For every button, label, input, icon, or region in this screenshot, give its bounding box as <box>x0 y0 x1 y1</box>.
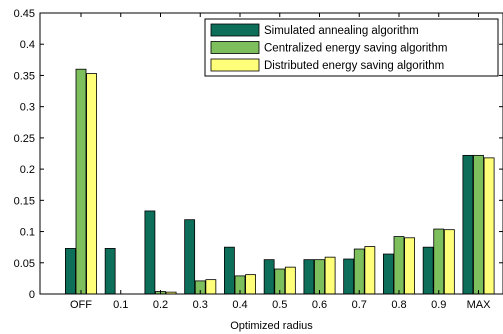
y-tick-label: 0.45 <box>14 8 35 20</box>
x-tick-label: 0.3 <box>193 299 208 311</box>
bar-series-3-OFF <box>86 73 97 295</box>
legend-swatch-1 <box>210 23 260 37</box>
bar-series-2-0.7 <box>353 248 365 295</box>
bar-series-1-0.6 <box>303 259 315 295</box>
x-tick-label: 0.4 <box>232 299 247 311</box>
legend-label-1: Simulated annealing algorithm <box>264 25 419 37</box>
y-tick-label: 0.2 <box>20 164 35 176</box>
x-tick-label: 0.6 <box>312 299 327 311</box>
y-tick-label: 0.05 <box>14 258 35 270</box>
x-tick-label: 0.7 <box>352 299 367 311</box>
y-tick-label: 0.4 <box>20 39 35 51</box>
bar-series-1-0.3 <box>184 219 196 295</box>
legend-label-3: Distributed energy saving algorithm <box>264 60 444 72</box>
bar-series-1-0.7 <box>343 258 355 295</box>
bar-series-3-0.5 <box>284 266 296 295</box>
legend: Simulated annealing algorithm Centralized… <box>204 18 499 77</box>
x-axis: OFF 0.1 0.2 0.3 0.4 0.5 0.6 0.7 0.8 0.9 MAX <box>70 13 491 311</box>
bar-series-1-MAX <box>462 154 474 295</box>
x-axis-label: Optimized radius <box>230 320 313 332</box>
bar-series-1-0.8 <box>382 253 394 295</box>
bar-series-3-MAX <box>483 157 495 295</box>
bar-series-2-0.6 <box>314 259 325 295</box>
bar-series-3-0.9 <box>443 229 455 295</box>
bar-series-3-0.3 <box>205 279 217 295</box>
bar-series-1-0.1 <box>104 248 116 295</box>
bar-series-2-0.9 <box>433 228 445 295</box>
bar-series-2-0.8 <box>393 236 405 295</box>
bar-series-1-0.9 <box>422 246 434 295</box>
x-tick-label: 0.9 <box>431 299 446 311</box>
y-tick-label: 0.35 <box>14 70 35 82</box>
y-tick-label: 0 <box>29 289 35 301</box>
x-tick-label: 0.8 <box>391 299 406 311</box>
y-tick-label: 0.15 <box>14 195 35 207</box>
legend-label-2: Centralized energy saving algorithm <box>264 43 447 55</box>
bar-series-1-0.5 <box>263 259 275 295</box>
x-tick-label: 0.2 <box>153 299 168 311</box>
legend-swatch-2 <box>210 41 260 54</box>
x-tick-label: MAX <box>467 299 492 311</box>
bar-series-2-OFF <box>75 68 87 295</box>
x-tick-label: 0.1 <box>113 299 128 311</box>
y-tick-label: 0.3 <box>20 102 35 114</box>
bar-series-1-0.4 <box>223 246 235 295</box>
x-tick-label: 0.5 <box>272 299 287 311</box>
bar-series-1-OFF <box>65 248 76 295</box>
bar-series-3-0.4 <box>245 274 257 295</box>
y-tick-label: 0.1 <box>20 227 35 239</box>
y-tick-label: 0.25 <box>14 133 35 145</box>
legend-swatch-3 <box>210 58 260 72</box>
bar-series-1-0.2 <box>144 210 156 295</box>
y-axis: 0 0.05 0.1 0.15 0.2 0.25 0.3 0.35 0.4 0.45 <box>14 8 503 301</box>
bar-series-3-0.8 <box>404 237 416 295</box>
plot-frame <box>39 12 503 295</box>
bar-series-3-0.6 <box>324 256 336 295</box>
x-tick-label: OFF <box>70 299 92 311</box>
bar-series-3-0.7 <box>364 246 376 295</box>
bar-series-2-MAX <box>473 154 484 295</box>
